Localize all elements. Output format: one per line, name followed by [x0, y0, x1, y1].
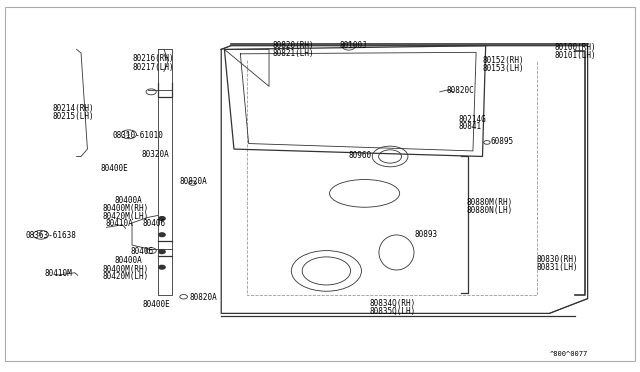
Text: 80216(RH): 80216(RH): [132, 54, 173, 63]
Text: 80820A: 80820A: [180, 177, 207, 186]
Text: 80215(LH): 80215(LH): [52, 112, 94, 121]
Text: 80101(LH): 80101(LH): [554, 51, 596, 60]
Text: S: S: [38, 232, 42, 237]
Text: 80153(LH): 80153(LH): [483, 64, 524, 73]
Text: 80406: 80406: [130, 247, 153, 256]
Text: 80834Q(RH): 80834Q(RH): [370, 299, 416, 308]
Text: 80830(RH): 80830(RH): [537, 254, 579, 264]
Text: ^800^0077: ^800^0077: [549, 351, 588, 357]
Text: 80214G: 80214G: [459, 115, 486, 124]
Text: 80821(LH): 80821(LH): [272, 49, 314, 58]
Text: 08363-61638: 08363-61638: [26, 231, 76, 240]
Text: 80320A: 80320A: [141, 150, 170, 159]
Text: 80100J: 80100J: [339, 41, 367, 50]
Text: 80831(LH): 80831(LH): [537, 263, 579, 272]
Text: 80820C: 80820C: [446, 86, 474, 95]
Text: 80214(RH): 80214(RH): [52, 104, 94, 113]
Text: 80400M(RH): 80400M(RH): [102, 204, 148, 214]
Text: 80400A: 80400A: [115, 256, 143, 265]
Circle shape: [159, 217, 165, 220]
Text: 80880N(LH): 80880N(LH): [467, 206, 513, 215]
Text: 80820(RH): 80820(RH): [272, 41, 314, 50]
Text: 80960: 80960: [349, 151, 372, 160]
Circle shape: [159, 250, 165, 254]
Text: 08310-61010: 08310-61010: [113, 131, 164, 140]
Text: 80841: 80841: [459, 122, 482, 131]
Text: 80400E: 80400E: [100, 164, 128, 173]
Text: 80406: 80406: [143, 219, 166, 228]
Text: 80893: 80893: [414, 230, 437, 239]
Text: 80410M: 80410M: [45, 269, 72, 278]
Text: 80835Q(LH): 80835Q(LH): [370, 307, 416, 316]
Text: 80420M(LH): 80420M(LH): [102, 212, 148, 221]
Text: S: S: [125, 132, 129, 137]
Text: 80152(RH): 80152(RH): [483, 56, 524, 65]
Text: 80820A: 80820A: [189, 293, 217, 302]
Text: 80410A: 80410A: [105, 219, 133, 228]
Text: 80217(LH): 80217(LH): [132, 63, 173, 72]
Text: 80400E: 80400E: [143, 300, 171, 310]
Circle shape: [159, 265, 165, 269]
Text: 80100(RH): 80100(RH): [554, 43, 596, 52]
Text: 80880M(RH): 80880M(RH): [467, 198, 513, 207]
Text: 60895: 60895: [491, 137, 514, 146]
Text: 80420M(LH): 80420M(LH): [102, 272, 148, 281]
Text: 80400A: 80400A: [115, 196, 143, 205]
Text: 80400M(RH): 80400M(RH): [102, 264, 148, 273]
Circle shape: [159, 233, 165, 237]
